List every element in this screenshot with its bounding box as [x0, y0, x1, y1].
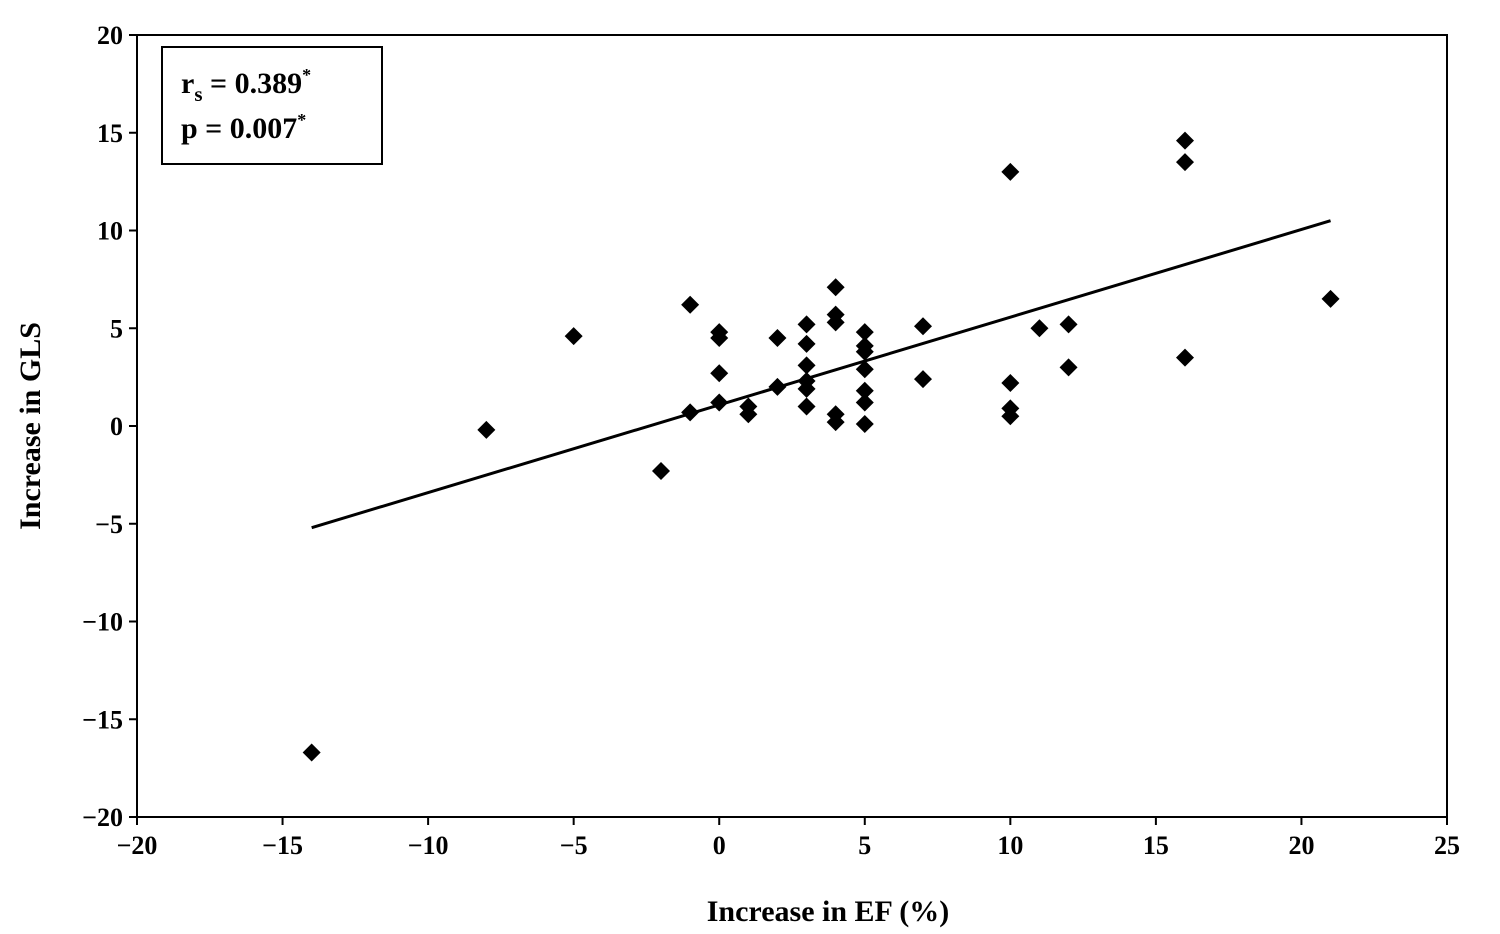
data-point: [914, 370, 932, 389]
trend-line: [311, 219, 1331, 530]
x-tick-label: 5: [858, 831, 871, 860]
y-tick-label: −20: [82, 803, 123, 832]
stats-p-value: p = 0.007: [181, 112, 297, 145]
data-point: [768, 329, 787, 348]
x-axis: −20 −15 −10 −5 0 5 10 15 20 25: [117, 817, 1460, 860]
data-point: [1321, 289, 1340, 308]
stats-rs-value: = 0.389: [203, 67, 303, 100]
x-tick-label: −10: [408, 831, 449, 860]
x-tick-label: 20: [1288, 831, 1314, 860]
y-axis-title: Increase in GLS: [14, 322, 47, 530]
data-point: [826, 278, 845, 297]
data-point: [855, 342, 874, 361]
x-tick-label: −15: [262, 831, 303, 860]
data-point: [710, 393, 729, 412]
stats-box-frame: [161, 46, 383, 165]
data-point: [710, 329, 729, 348]
y-tick-label: 10: [97, 217, 123, 246]
data-point: [797, 379, 816, 398]
data-point: [1059, 315, 1078, 334]
data-point: [564, 327, 583, 346]
x-tick-label: 10: [997, 831, 1023, 860]
data-point: [914, 317, 932, 336]
data-point: [1030, 319, 1049, 338]
data-point: [855, 381, 874, 400]
stats-rs-asterisk: *: [302, 65, 311, 85]
x-tick-label: 25: [1434, 831, 1460, 860]
data-point: [1176, 131, 1194, 150]
data-point: [739, 405, 758, 424]
y-tick-label: 15: [97, 119, 123, 148]
data-point: [855, 360, 874, 379]
y-tick-label: −10: [82, 608, 123, 637]
x-axis-title: Increase in EF (%): [707, 895, 949, 928]
y-tick-label: 5: [110, 314, 123, 343]
y-tick-label: 0: [110, 412, 123, 441]
stats-p-line: p = 0.007*: [181, 110, 306, 145]
stats-rs-subscript: s: [194, 82, 202, 106]
x-tick-label: 0: [713, 831, 726, 860]
data-point: [302, 743, 321, 762]
data-point: [855, 393, 874, 412]
stats-rs-line: rs = 0.389*: [181, 65, 311, 106]
data-point: [855, 323, 874, 342]
data-point: [768, 377, 787, 396]
data-point: [1059, 358, 1078, 377]
data-point: [1001, 162, 1020, 181]
data-point: [826, 313, 845, 332]
y-tick-label: 20: [97, 21, 123, 50]
data-point: [1176, 348, 1194, 367]
data-point: [1001, 373, 1020, 392]
data-point: [710, 364, 729, 383]
x-tick-label: −5: [560, 831, 588, 860]
data-points: [302, 131, 1340, 762]
y-axis: 20 15 10 5 0 −5 −10 −15 −20: [82, 21, 137, 832]
data-point: [681, 295, 700, 314]
data-point: [477, 420, 496, 439]
data-point: [855, 415, 874, 434]
x-tick-label: 15: [1143, 831, 1169, 860]
data-point: [1176, 153, 1194, 172]
y-tick-label: −5: [95, 510, 123, 539]
stats-rs-symbol: r: [181, 67, 194, 100]
y-tick-label: −15: [82, 705, 123, 734]
stats-box: rs = 0.389* p = 0.007*: [161, 46, 383, 165]
data-point: [797, 334, 816, 353]
data-point: [797, 397, 816, 416]
data-point: [797, 356, 816, 375]
data-point: [797, 315, 816, 334]
x-tick-label: −20: [117, 831, 158, 860]
stats-p-asterisk: *: [297, 110, 306, 130]
data-point: [681, 403, 700, 422]
data-point: [652, 461, 670, 480]
data-point: [1001, 407, 1020, 426]
data-point: [826, 413, 845, 432]
